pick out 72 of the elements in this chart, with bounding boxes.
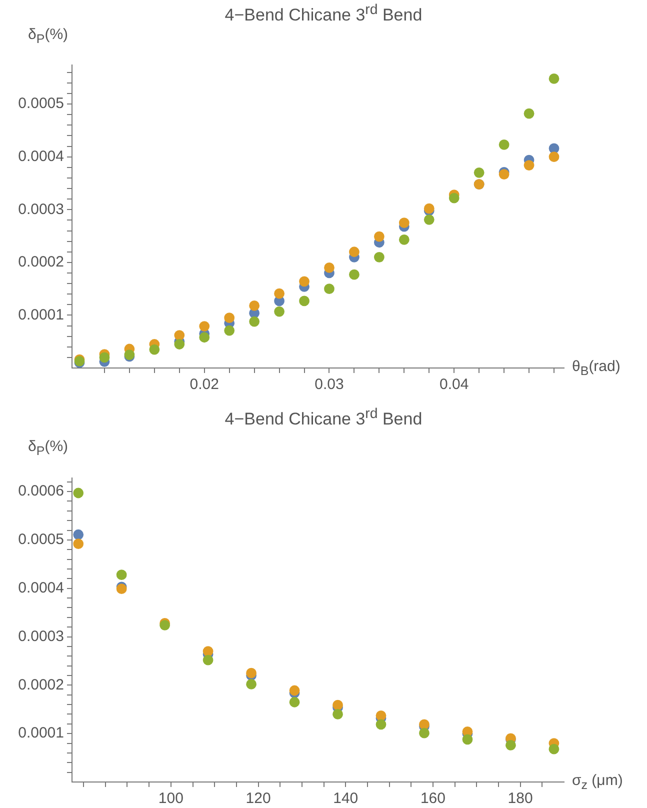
x-tick-label: 0.02 [190, 376, 219, 394]
y-axis-title: δ$_{P}$(%) [28, 26, 68, 46]
x-tick-label: 0.04 [440, 376, 469, 394]
point [174, 339, 185, 350]
point [199, 321, 210, 332]
point [289, 696, 300, 708]
point [73, 529, 84, 540]
point [524, 108, 534, 119]
point [99, 352, 110, 363]
point [149, 344, 160, 355]
point [524, 160, 534, 170]
x-tick-label: 160 [420, 790, 446, 808]
chart-title: 4−Bend Chicane 3$^{rd}$ Bend [224, 2, 424, 26]
point [289, 685, 300, 696]
y-tick-label: 0.0002 [18, 676, 64, 694]
y-tick-label: 0.0001 [18, 306, 64, 324]
point [374, 231, 384, 242]
y-tick-label: 0.0004 [18, 580, 64, 597]
y-tick-label: 0.0005 [18, 531, 64, 548]
point [376, 719, 386, 730]
point [462, 734, 473, 745]
x-tick-label: 180 [508, 790, 533, 808]
point [274, 306, 284, 317]
x-axis-title: θ$_{B}$(rad) [572, 358, 620, 378]
point [299, 276, 310, 287]
point [498, 140, 510, 150]
y-tick-label: 0.0005 [18, 95, 64, 112]
point [332, 700, 343, 710]
point [374, 252, 384, 262]
point [474, 167, 484, 178]
point [224, 325, 235, 336]
x-tick-label: 100 [158, 790, 184, 808]
y-axis-title: δ$_{P}$(%) [28, 438, 68, 458]
point [506, 740, 516, 750]
point [246, 668, 256, 678]
point [274, 288, 284, 299]
point [174, 330, 185, 340]
point [419, 728, 430, 738]
x-tick-label: 140 [333, 790, 358, 808]
y-tick-label: 0.0004 [18, 148, 64, 165]
y-tick-label: 0.0006 [18, 482, 64, 500]
point [398, 234, 410, 245]
point [199, 332, 210, 343]
y-tick-label: 0.0001 [18, 724, 64, 742]
point [498, 169, 510, 180]
point [224, 312, 235, 324]
point [332, 709, 343, 720]
point [73, 538, 84, 550]
y-tick-label: 0.0003 [18, 200, 64, 218]
point [116, 570, 127, 580]
point [548, 74, 560, 84]
point [398, 218, 410, 228]
point [299, 296, 310, 306]
point [246, 679, 256, 690]
point [73, 488, 84, 498]
point [349, 246, 360, 258]
point [249, 300, 260, 311]
point [324, 284, 334, 294]
point [448, 192, 460, 204]
point [548, 744, 560, 754]
x-tick-label: 0.03 [314, 376, 344, 394]
chart-title: 4−Bend Chicane 3$^{rd}$ Bend [224, 406, 424, 430]
point [249, 316, 260, 327]
point [376, 710, 386, 721]
y-tick-label: 0.0003 [18, 628, 64, 645]
point [349, 269, 360, 280]
point [424, 214, 434, 225]
point [324, 262, 334, 273]
x-axis-title: σ$_{z}$ (μm) [572, 772, 623, 792]
point [548, 152, 560, 162]
y-tick-label: 0.0002 [18, 254, 64, 271]
x-tick-label: 120 [246, 790, 271, 808]
